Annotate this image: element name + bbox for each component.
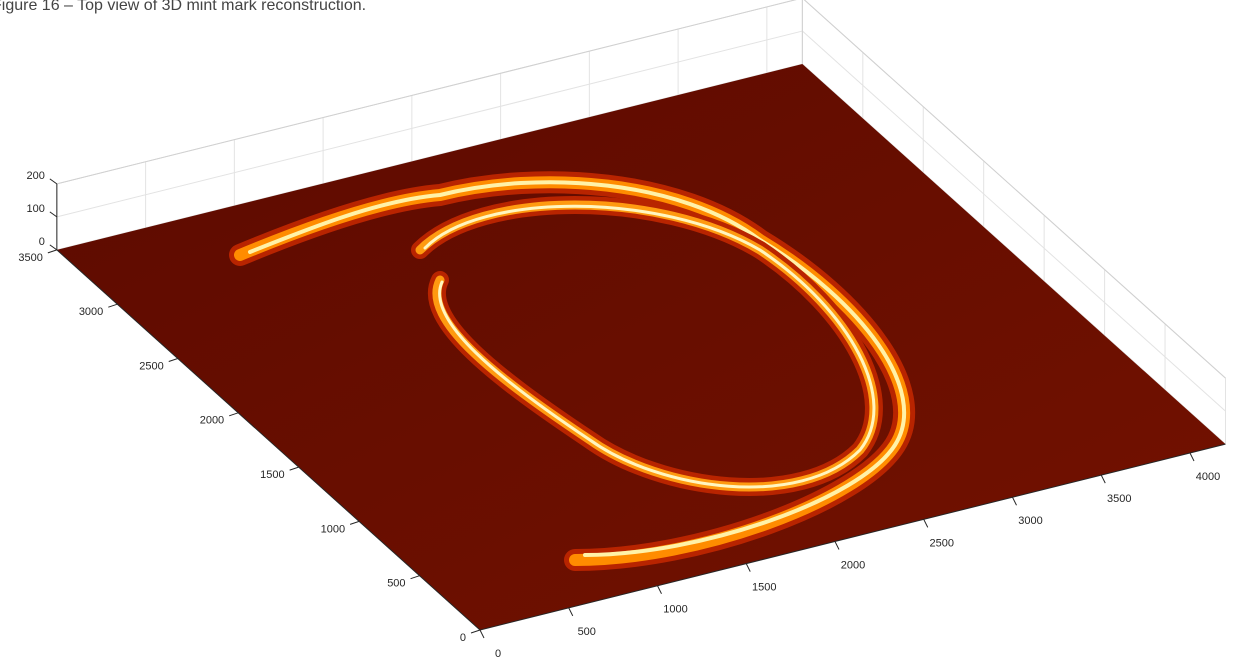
chart: 0500100015002000250030003500400005001000… — [0, 0, 1239, 661]
x-tick-label: 1000 — [663, 604, 687, 616]
x-tick — [569, 608, 573, 616]
y-tick-label: 500 — [387, 578, 405, 590]
x-tick — [1190, 453, 1194, 461]
y-tick — [350, 521, 359, 524]
x-tick-label: 0 — [495, 648, 501, 660]
z-tick-label: 0 — [39, 236, 45, 248]
y-tick-label: 1500 — [260, 469, 284, 481]
z-tick-label: 200 — [26, 170, 44, 182]
y-tick-label: 3500 — [18, 252, 42, 264]
x-tick-label: 1500 — [752, 582, 776, 594]
y-tick — [411, 576, 420, 579]
z-tick — [50, 212, 57, 217]
x-tick-label: 3500 — [1107, 493, 1131, 505]
x-tick-label: 4000 — [1196, 471, 1220, 483]
x-tick — [746, 564, 750, 572]
z-tick — [50, 179, 57, 184]
y-tick-label: 0 — [460, 632, 466, 644]
x-tick — [1013, 497, 1017, 505]
x-tick — [480, 630, 484, 638]
y-tick-label: 2500 — [139, 360, 163, 372]
x-tick — [924, 519, 928, 527]
y-tick — [169, 359, 178, 362]
x-tick-label: 2000 — [841, 559, 865, 571]
chart-title: Figure 16 – Top view of 3D mint mark rec… — [0, 0, 366, 14]
x-tick — [1101, 475, 1105, 483]
z-tick — [50, 245, 57, 250]
x-tick-label: 2500 — [930, 537, 954, 549]
y-tick — [229, 413, 238, 416]
y-tick — [48, 250, 57, 253]
x-tick-label: 500 — [578, 626, 596, 638]
y-tick-label: 2000 — [200, 415, 224, 427]
x-tick-label: 3000 — [1018, 515, 1042, 527]
x-tick — [658, 586, 662, 594]
y-tick — [471, 630, 480, 633]
y-tick-label: 1000 — [321, 523, 345, 535]
z-tick-label: 100 — [26, 203, 44, 215]
y-tick — [290, 467, 299, 470]
y-tick-label: 3000 — [79, 306, 103, 318]
x-tick — [835, 542, 839, 550]
y-tick — [108, 304, 117, 307]
